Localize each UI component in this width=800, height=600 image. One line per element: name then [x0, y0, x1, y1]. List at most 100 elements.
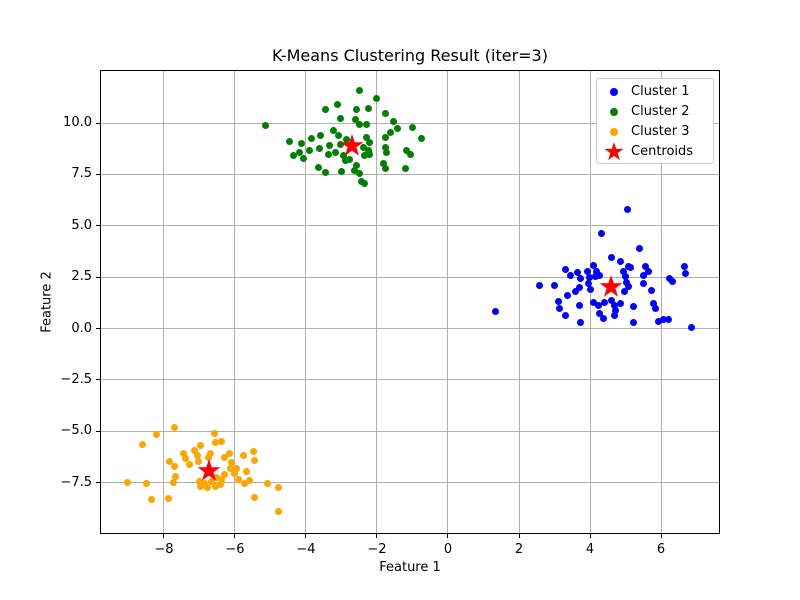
- scatter-point-cluster-1: [660, 315, 668, 323]
- scatter-point-cluster-3: [201, 480, 209, 488]
- scatter-point-cluster-1: [629, 303, 637, 311]
- scatter-point-cluster-3: [218, 476, 226, 484]
- legend-label: Cluster 3: [631, 124, 690, 139]
- scatter-point-cluster-3: [196, 441, 204, 449]
- scatter-point-cluster-3: [249, 447, 257, 455]
- x-tick-label: −6: [225, 542, 245, 557]
- scatter-point-cluster-1: [654, 318, 662, 326]
- scatter-point-cluster-1: [641, 263, 649, 271]
- y-tick: [96, 225, 100, 227]
- legend-item: Cluster 3: [597, 122, 713, 142]
- scatter-point-cluster-3: [207, 449, 215, 457]
- scatter-point-cluster-3: [147, 496, 155, 504]
- scatter-point-cluster-3: [170, 423, 178, 431]
- scatter-point-cluster-2: [363, 133, 371, 141]
- y-tick: [96, 430, 100, 432]
- scatter-point-cluster-3: [217, 437, 225, 445]
- scatter-point-cluster-3: [182, 455, 190, 463]
- x-gridline: [163, 70, 165, 534]
- scatter-point-cluster-3: [172, 472, 180, 480]
- legend-circle-icon: [597, 108, 631, 116]
- y-tick: [96, 328, 100, 329]
- scatter-point-cluster-2: [321, 168, 329, 176]
- legend-circle-glyph: [610, 108, 618, 116]
- scatter-point-cluster-2: [403, 146, 411, 154]
- scatter-point-cluster-3: [171, 462, 179, 470]
- scatter-point-cluster-3: [139, 441, 147, 449]
- scatter-point-cluster-3: [165, 457, 173, 465]
- scatter-point-cluster-2: [381, 109, 389, 117]
- x-tick-label: 0: [443, 542, 453, 557]
- scatter-point-cluster-1: [596, 310, 604, 318]
- legend-circle-icon: [597, 88, 631, 96]
- scatter-point-cluster-2: [366, 139, 374, 147]
- scatter-point-cluster-2: [321, 106, 329, 114]
- scatter-point-cluster-2: [407, 151, 415, 159]
- y-tick-label: −2.5: [60, 371, 92, 387]
- legend-label: Cluster 2: [631, 104, 690, 119]
- scatter-point-cluster-3: [212, 473, 220, 481]
- legend-circle-icon: [597, 128, 631, 136]
- scatter-point-cluster-3: [169, 478, 177, 486]
- scatter-point-cluster-1: [682, 269, 690, 277]
- scatter-point-cluster-2: [383, 149, 391, 157]
- x-tick: [376, 534, 378, 538]
- scatter-point-cluster-2: [356, 87, 364, 95]
- scatter-point-cluster-2: [352, 116, 360, 124]
- legend-star-icon: [597, 142, 631, 162]
- scatter-point-cluster-1: [680, 263, 688, 271]
- legend-item: Cluster 1: [597, 82, 713, 102]
- y-gridline: [100, 173, 720, 175]
- scatter-point-cluster-2: [373, 94, 381, 102]
- scatter-point-cluster-1: [621, 273, 629, 281]
- scatter-point-cluster-1: [586, 285, 594, 293]
- scatter-point-cluster-3: [211, 482, 219, 490]
- scatter-point-cluster-1: [616, 300, 624, 308]
- y-tick: [96, 482, 100, 484]
- y-gridline: [100, 482, 720, 484]
- scatter-point-cluster-1: [626, 264, 634, 272]
- scatter-point-cluster-2: [324, 150, 332, 158]
- scatter-point-cluster-2: [353, 161, 361, 169]
- scatter-point-cluster-1: [601, 298, 609, 306]
- y-gridline: [100, 379, 720, 381]
- x-tick: [660, 534, 662, 538]
- scatter-point-cluster-2: [361, 152, 369, 160]
- scatter-point-cluster-1: [594, 301, 602, 309]
- scatter-point-cluster-2: [329, 127, 337, 135]
- scatter-point-cluster-3: [243, 467, 251, 475]
- scatter-point-cluster-1: [611, 311, 619, 319]
- scatter-point-cluster-1: [648, 286, 656, 294]
- scatter-point-cluster-1: [665, 315, 672, 323]
- legend-circle-glyph: [610, 88, 618, 96]
- scatter-point-cluster-3: [239, 451, 247, 459]
- scatter-point-cluster-1: [589, 299, 597, 307]
- scatter-point-cluster-2: [408, 123, 416, 131]
- scatter-point-cluster-2: [299, 154, 307, 162]
- scatter-point-cluster-1: [576, 275, 584, 283]
- scatter-point-cluster-1: [608, 254, 616, 262]
- scatter-point-cluster-2: [285, 138, 293, 145]
- scatter-point-cluster-1: [651, 305, 659, 313]
- scatter-point-cluster-1: [619, 268, 627, 276]
- legend-circle-glyph: [610, 128, 618, 136]
- scatter-point-cluster-2: [382, 143, 390, 151]
- scatter-point-cluster-1: [623, 278, 631, 286]
- scatter-point-cluster-1: [591, 273, 599, 281]
- scatter-point-cluster-3: [204, 454, 212, 462]
- scatter-point-cluster-3: [230, 470, 238, 478]
- scatter-point-cluster-3: [240, 479, 248, 487]
- scatter-point-cluster-2: [306, 147, 314, 155]
- scatter-point-cluster-3: [216, 481, 224, 489]
- x-tick-label: 2: [514, 542, 524, 557]
- x-tick-label: −2: [367, 542, 387, 557]
- scatter-point-cluster-2: [364, 147, 372, 155]
- scatter-point-cluster-2: [356, 170, 364, 178]
- scatter-point-cluster-3: [196, 477, 204, 485]
- x-gridline: [305, 70, 307, 534]
- scatter-point-cluster-3: [208, 477, 215, 485]
- scatter-point-cluster-3: [123, 478, 131, 486]
- x-tick-label: 4: [585, 542, 595, 557]
- scatter-point-cluster-2: [334, 132, 342, 140]
